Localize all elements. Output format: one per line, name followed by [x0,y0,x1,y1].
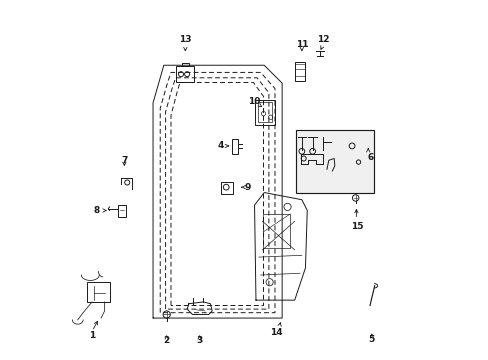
Bar [221,182,232,194]
Text: 13: 13 [179,35,191,44]
Bar [118,205,126,217]
Bar [176,66,193,82]
Bar [182,63,188,66]
Text: 6: 6 [367,153,373,162]
Text: 14: 14 [270,328,283,337]
Bar [231,139,238,154]
Text: 5: 5 [368,335,374,344]
Text: 11: 11 [295,40,307,49]
Bar [263,214,289,248]
Text: 3: 3 [196,336,203,345]
Text: 7: 7 [121,156,127,165]
Bar [258,102,272,122]
Bar [255,100,274,126]
Bar [86,282,110,302]
Text: 9: 9 [244,183,251,192]
FancyBboxPatch shape [296,130,373,193]
Text: 2: 2 [163,336,169,345]
Text: 12: 12 [317,35,329,44]
Bar [294,62,305,81]
Text: 10: 10 [248,97,260,106]
Text: 8: 8 [93,206,100,215]
Text: 15: 15 [350,222,363,231]
Text: 4: 4 [218,141,224,150]
Text: 1: 1 [89,332,95,341]
